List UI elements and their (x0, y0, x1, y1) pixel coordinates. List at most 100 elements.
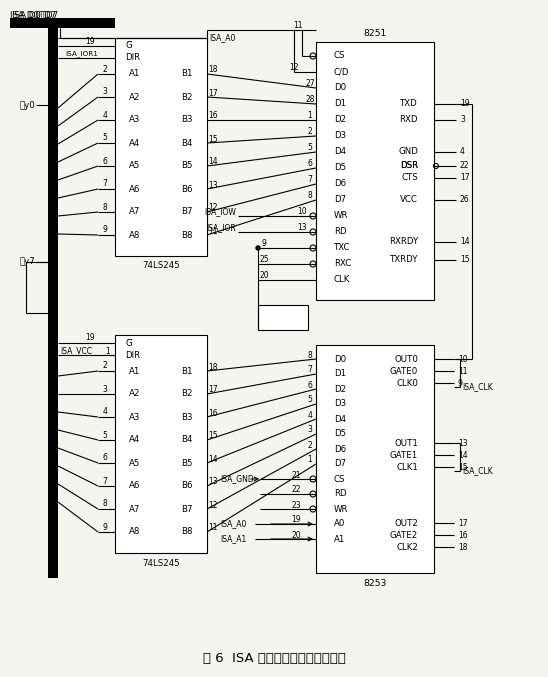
Text: 11: 11 (208, 227, 218, 236)
Text: OUT1: OUT1 (394, 439, 418, 447)
Bar (48, 18, 115, 28)
Text: CS: CS (334, 51, 345, 60)
Bar (48, 295, 58, 318)
Text: 5: 5 (102, 133, 107, 142)
Text: B4: B4 (181, 139, 193, 148)
Text: ISA D0～D7: ISA D0～D7 (12, 10, 58, 19)
Text: WR: WR (334, 211, 349, 221)
Text: ISA_A0: ISA_A0 (209, 33, 236, 43)
Text: CS: CS (334, 475, 345, 483)
Text: D5: D5 (334, 429, 346, 439)
Text: DIR: DIR (125, 351, 140, 359)
Text: C/D: C/D (334, 68, 350, 77)
Text: GND: GND (398, 148, 418, 156)
Text: 13: 13 (208, 477, 218, 487)
Text: TXD: TXD (400, 100, 418, 108)
Text: B5: B5 (181, 162, 193, 171)
Text: 12: 12 (289, 64, 299, 72)
Text: 8: 8 (102, 202, 107, 211)
Text: CLK2: CLK2 (396, 542, 418, 552)
Text: 14: 14 (458, 450, 467, 460)
Text: B2: B2 (181, 389, 193, 399)
Bar (115, 38, 207, 256)
Text: G̅: G̅ (125, 338, 132, 347)
Text: 21: 21 (291, 471, 301, 479)
Text: ISA_A1: ISA_A1 (220, 535, 246, 544)
Text: TXRDY: TXRDY (390, 255, 418, 265)
Text: 22: 22 (460, 162, 470, 171)
Text: 15: 15 (458, 462, 467, 471)
Text: ISA_VCC: ISA_VCC (60, 347, 92, 355)
Text: A4: A4 (129, 139, 140, 148)
Text: GATE1: GATE1 (390, 450, 418, 460)
Text: A4: A4 (129, 435, 140, 445)
Text: G̅: G̅ (125, 41, 132, 51)
Text: OUT0: OUT0 (394, 355, 418, 364)
Text: 2: 2 (307, 441, 312, 450)
Text: 26: 26 (460, 196, 470, 204)
Text: 9: 9 (102, 225, 107, 234)
Text: A3: A3 (129, 116, 140, 125)
Text: A1: A1 (129, 70, 140, 79)
Text: 9: 9 (458, 378, 463, 387)
Circle shape (256, 246, 260, 250)
Text: TXC: TXC (334, 244, 351, 253)
Text: 11: 11 (293, 20, 302, 30)
Text: 3: 3 (102, 87, 107, 97)
Text: ISA_CLK: ISA_CLK (462, 466, 493, 475)
Text: 5: 5 (307, 144, 312, 152)
Text: D7: D7 (334, 460, 346, 468)
Text: 4: 4 (307, 410, 312, 420)
Text: D2: D2 (334, 116, 346, 125)
Text: 13: 13 (297, 223, 307, 232)
Text: D3: D3 (334, 399, 346, 408)
Text: 2: 2 (102, 362, 107, 370)
Text: 18: 18 (208, 362, 218, 372)
Text: 14: 14 (460, 238, 470, 246)
Text: A1: A1 (334, 535, 345, 544)
Text: 3: 3 (307, 426, 312, 435)
Bar (316, 345, 434, 573)
Text: D4: D4 (334, 414, 346, 424)
Text: 1: 1 (307, 112, 312, 121)
Text: 1: 1 (307, 456, 312, 464)
Text: 18: 18 (458, 542, 467, 552)
Text: ISA_GND: ISA_GND (220, 475, 254, 483)
Text: 12: 12 (208, 204, 218, 213)
Text: 19: 19 (85, 334, 95, 343)
Text: D0: D0 (334, 355, 346, 364)
Text: RXD: RXD (399, 116, 418, 125)
Text: D6: D6 (334, 179, 346, 188)
Text: D1: D1 (334, 370, 346, 378)
Bar (48, 18, 58, 295)
Text: RXC: RXC (334, 259, 351, 269)
Text: D1: D1 (334, 100, 346, 108)
Text: A5: A5 (129, 162, 140, 171)
Text: 8: 8 (307, 351, 312, 359)
Text: A8: A8 (129, 230, 140, 240)
Circle shape (50, 315, 56, 321)
Text: 15: 15 (208, 431, 218, 441)
Text: B4: B4 (181, 435, 193, 445)
Text: DSR: DSR (400, 162, 418, 171)
Text: 74LS245: 74LS245 (142, 261, 180, 271)
Text: A6: A6 (129, 481, 140, 491)
Text: 3: 3 (102, 385, 107, 393)
Text: A3: A3 (129, 412, 140, 422)
Text: A7: A7 (129, 207, 140, 217)
Text: ISA D0～D7: ISA D0～D7 (10, 10, 56, 19)
Text: 7: 7 (102, 477, 107, 485)
Text: A2: A2 (129, 93, 140, 102)
Text: 10: 10 (458, 355, 467, 364)
Text: 1: 1 (106, 347, 110, 355)
Text: 4: 4 (102, 110, 107, 120)
Text: B6: B6 (181, 185, 193, 194)
Text: 接y0: 接y0 (20, 100, 36, 110)
Text: DSR: DSR (400, 162, 418, 171)
Text: RD: RD (334, 227, 347, 236)
Bar (48, 318, 58, 578)
Text: 18: 18 (208, 66, 218, 74)
Text: 8: 8 (102, 500, 107, 508)
Text: 4: 4 (460, 148, 465, 156)
Text: 接y7: 接y7 (20, 257, 36, 267)
